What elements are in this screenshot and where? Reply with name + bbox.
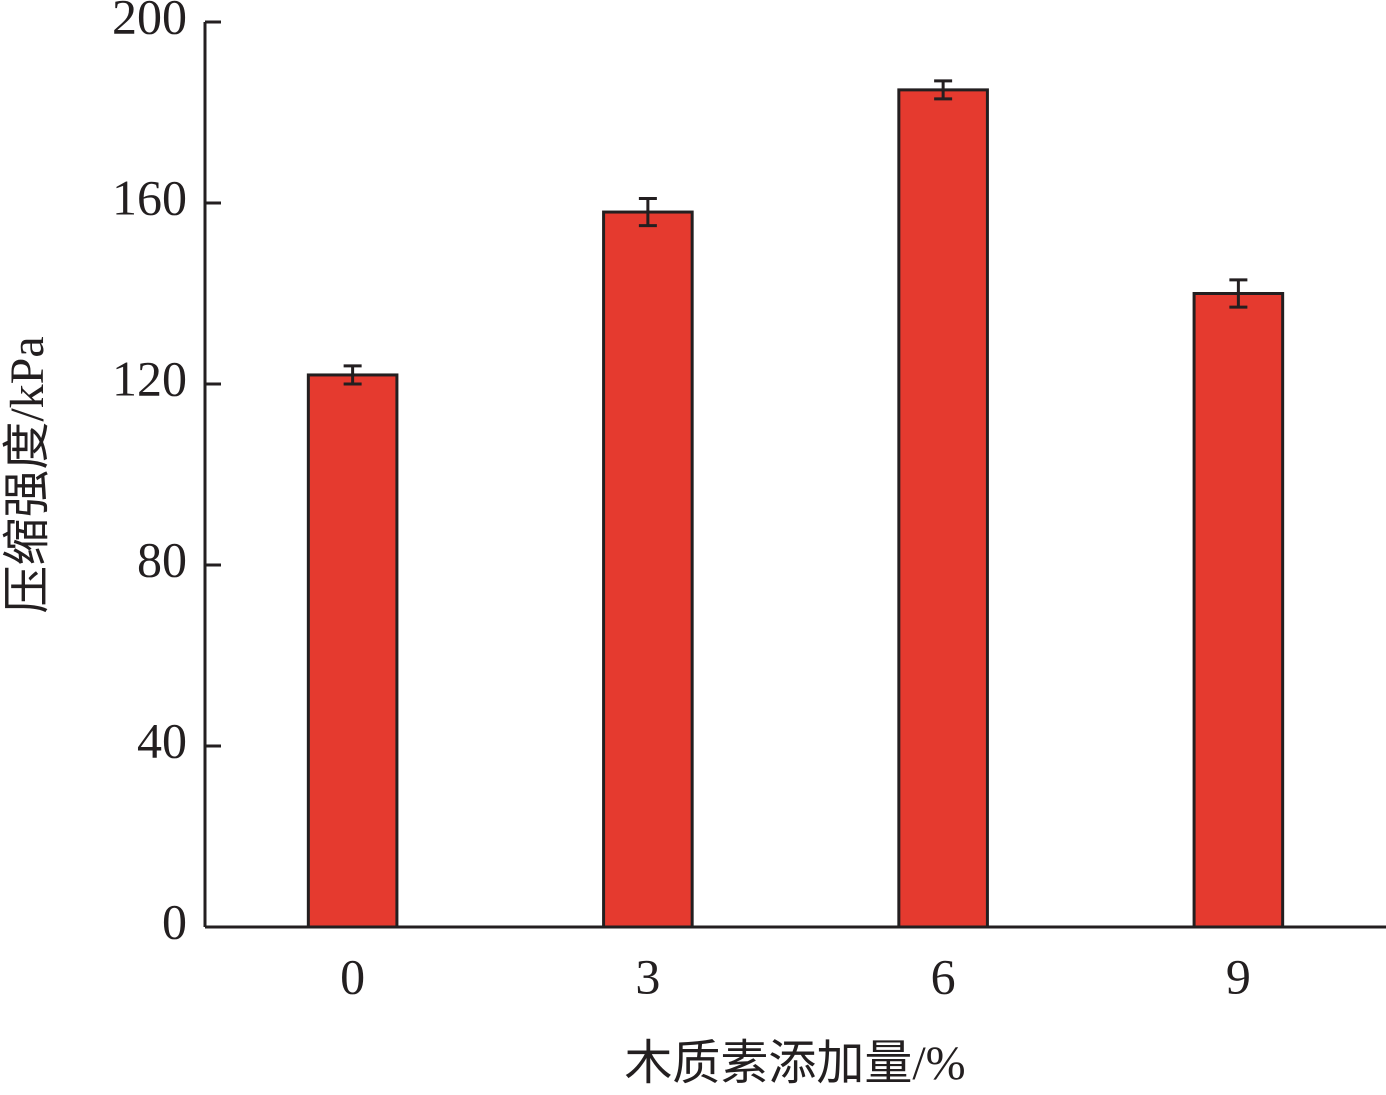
y-tick-label: 40: [137, 712, 187, 768]
error-bar: [638, 196, 657, 228]
y-tick-label: 0: [162, 893, 187, 949]
y-tick-label: 80: [137, 531, 187, 587]
y-tick-label: 120: [112, 350, 187, 406]
bar: [602, 210, 694, 929]
y-tick-label: 200: [112, 0, 187, 44]
error-bar: [1229, 278, 1248, 309]
bar: [1192, 292, 1285, 929]
y-tick-label: 160: [112, 169, 187, 225]
error-bar: [343, 364, 362, 386]
bar: [306, 373, 399, 929]
y-axis-title: 压缩强度/kPa: [1, 336, 54, 613]
x-tick-label: 0: [340, 948, 365, 1004]
bar: [897, 88, 989, 929]
x-tick-label: 9: [1226, 948, 1251, 1004]
x-axis-title: 木质素添加量/%: [624, 1037, 965, 1090]
error-bar: [934, 79, 953, 101]
x-tick-label: 6: [931, 948, 956, 1004]
x-tick-label: 3: [635, 948, 660, 1004]
